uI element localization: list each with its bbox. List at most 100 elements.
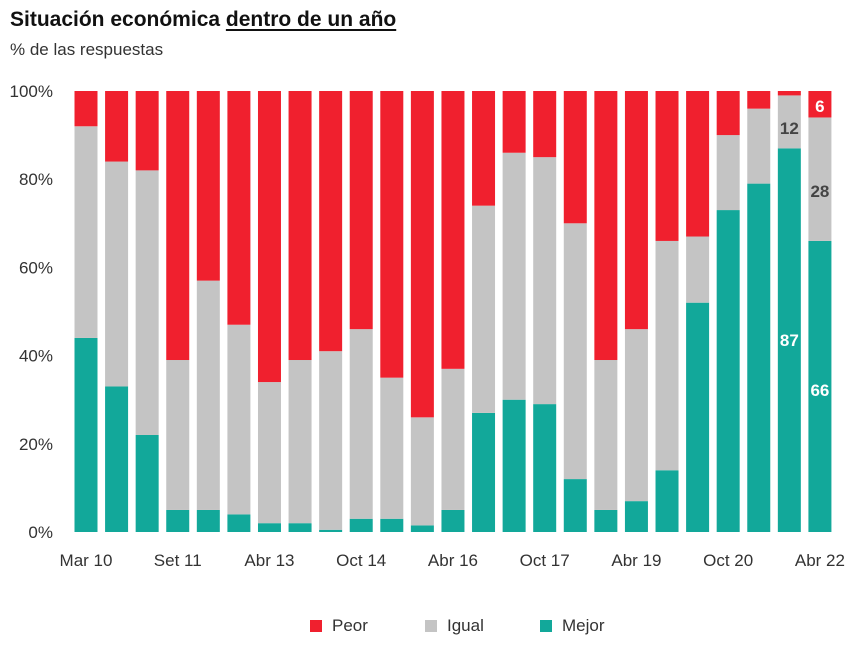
bar-igual-1 bbox=[105, 161, 129, 387]
bar-mejor-3 bbox=[166, 509, 190, 532]
bar-igual-7 bbox=[288, 360, 312, 524]
bar-mejor-22 bbox=[747, 183, 771, 533]
bar-peor-13 bbox=[472, 91, 496, 206]
bar-mejor-10 bbox=[380, 518, 404, 532]
bar-mejor-8 bbox=[319, 529, 343, 532]
bar-mejor-12 bbox=[441, 509, 465, 532]
x-tick-label: Oct 14 bbox=[336, 551, 386, 570]
bar-peor-11 bbox=[410, 91, 434, 418]
bar-igual-22 bbox=[747, 108, 771, 184]
bar-peor-10 bbox=[380, 91, 404, 378]
legend-label-peor: Peor bbox=[332, 616, 368, 635]
bar-igual-18 bbox=[624, 329, 648, 502]
bar-peor-7 bbox=[288, 91, 312, 361]
bar-mejor-19 bbox=[655, 470, 679, 532]
bar-mejor-2 bbox=[135, 434, 159, 532]
legend-swatch-mejor bbox=[540, 620, 552, 632]
bar-mejor-7 bbox=[288, 523, 312, 532]
bar-igual-6 bbox=[257, 382, 281, 524]
bar-igual-10 bbox=[380, 377, 404, 519]
bar-peor-18 bbox=[624, 91, 648, 330]
chart-legend: Peor Igual Mejor bbox=[0, 616, 861, 640]
bar-mejor-24 bbox=[808, 240, 832, 532]
x-tick-label: Abr 19 bbox=[611, 551, 661, 570]
bar-peor-3 bbox=[166, 91, 190, 361]
x-tick-label: Abr 13 bbox=[244, 551, 294, 570]
bar-peor-21 bbox=[716, 91, 740, 136]
bar-mejor-17 bbox=[594, 509, 618, 532]
data-label-peor-24: 6 bbox=[815, 97, 824, 116]
bar-igual-19 bbox=[655, 240, 679, 471]
bar-peor-1 bbox=[105, 91, 129, 162]
bar-peor-8 bbox=[319, 91, 343, 352]
bar-peor-19 bbox=[655, 91, 679, 241]
bar-peor-6 bbox=[257, 91, 281, 383]
bar-peor-22 bbox=[747, 91, 771, 109]
bar-peor-5 bbox=[227, 91, 251, 325]
x-tick-label: Set 11 bbox=[154, 551, 202, 570]
bar-mejor-20 bbox=[686, 302, 710, 532]
data-label-igual-24: 28 bbox=[810, 182, 829, 201]
legend-label-igual: Igual bbox=[447, 616, 484, 635]
bar-igual-23 bbox=[777, 95, 801, 149]
bar-igual-12 bbox=[441, 368, 465, 510]
bar-igual-3 bbox=[166, 360, 190, 510]
data-label-mejor-23: 87 bbox=[780, 331, 799, 350]
bar-mejor-21 bbox=[716, 210, 740, 532]
bar-igual-21 bbox=[716, 135, 740, 211]
bar-peor-17 bbox=[594, 91, 618, 361]
bar-igual-0 bbox=[74, 126, 98, 338]
y-tick-label: 20% bbox=[19, 435, 53, 454]
bar-peor-2 bbox=[135, 91, 159, 171]
bar-igual-11 bbox=[410, 417, 434, 526]
bar-igual-16 bbox=[563, 223, 587, 480]
bar-mejor-11 bbox=[410, 525, 434, 532]
bar-mejor-4 bbox=[196, 509, 220, 532]
bar-peor-12 bbox=[441, 91, 465, 369]
legend-swatch-igual bbox=[425, 620, 437, 632]
bar-peor-14 bbox=[502, 91, 526, 153]
bar-mejor-23 bbox=[777, 148, 801, 532]
bar-mejor-0 bbox=[74, 337, 98, 532]
bar-mejor-1 bbox=[105, 386, 129, 532]
x-tick-label: Oct 17 bbox=[520, 551, 570, 570]
bar-peor-24 bbox=[808, 91, 832, 118]
chart-title: Situación económica dentro de un año bbox=[10, 8, 396, 32]
legend-item-igual: Igual bbox=[425, 616, 484, 636]
x-tick-label: Abr 22 bbox=[795, 551, 845, 570]
bar-peor-23 bbox=[777, 91, 801, 96]
bar-igual-24 bbox=[808, 117, 832, 241]
bar-igual-2 bbox=[135, 170, 159, 435]
bar-peor-20 bbox=[686, 91, 710, 237]
bar-igual-17 bbox=[594, 360, 618, 510]
bar-mejor-6 bbox=[257, 523, 281, 532]
x-tick-label: Oct 20 bbox=[703, 551, 753, 570]
bar-peor-9 bbox=[349, 91, 373, 330]
bar-peor-0 bbox=[74, 91, 98, 127]
chart-subtitle: % de las respuestas bbox=[10, 40, 164, 59]
y-tick-label: 0% bbox=[28, 523, 53, 542]
bar-igual-14 bbox=[502, 152, 526, 400]
x-tick-label: Mar 10 bbox=[60, 551, 113, 570]
bar-peor-15 bbox=[533, 91, 557, 158]
bar-igual-9 bbox=[349, 329, 373, 519]
bar-igual-5 bbox=[227, 324, 251, 515]
legend-label-mejor: Mejor bbox=[562, 616, 605, 635]
bar-mejor-16 bbox=[563, 479, 587, 532]
legend-item-peor: Peor bbox=[310, 616, 368, 636]
y-tick-label: 80% bbox=[19, 170, 53, 189]
data-label-igual-23: 12 bbox=[780, 119, 799, 138]
bar-igual-20 bbox=[686, 236, 710, 303]
data-label-mejor-24: 66 bbox=[810, 381, 829, 400]
y-tick-label: 40% bbox=[19, 347, 53, 366]
title-underlined-text: dentro de un año bbox=[225, 8, 397, 31]
bar-mejor-18 bbox=[624, 501, 648, 532]
bar-igual-13 bbox=[472, 205, 496, 413]
y-tick-label: 100% bbox=[10, 82, 53, 101]
title-text: Situación económica bbox=[10, 8, 226, 31]
stacked-bar-chart: 0% 20% 40% 60% 80% 100% Mar 10 Set 11 Abr 13 Oct … bbox=[10, 82, 845, 570]
bar-mejor-9 bbox=[349, 518, 373, 532]
bar-igual-4 bbox=[196, 280, 220, 510]
bar-mejor-13 bbox=[472, 412, 496, 532]
x-tick-label: Abr 16 bbox=[428, 551, 478, 570]
